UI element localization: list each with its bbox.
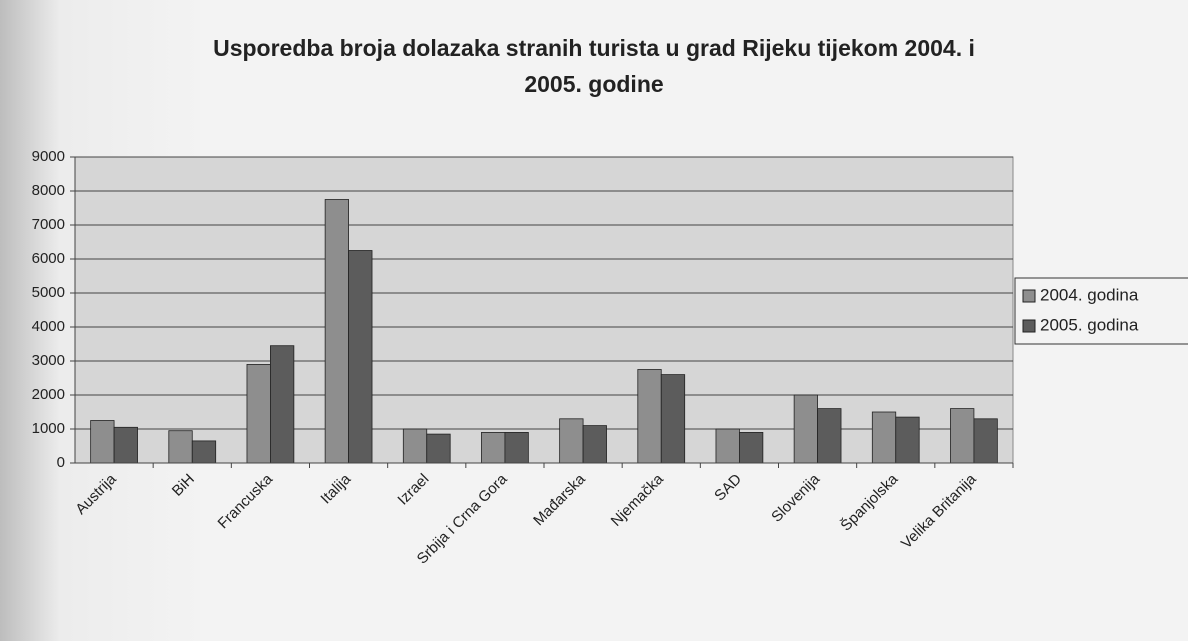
x-tick-label: Njemačka (608, 470, 668, 530)
plot-area (74, 156, 1014, 464)
bar (660, 374, 686, 464)
bar (481, 431, 506, 464)
legend-label: 2004. godina (1040, 285, 1139, 304)
bar (90, 420, 115, 464)
bar (950, 408, 975, 464)
bar (559, 418, 584, 464)
bar (348, 250, 373, 464)
bar (191, 440, 217, 464)
legend-swatch (1022, 319, 1036, 333)
x-tick-label: Austrija (72, 470, 120, 518)
bar (426, 433, 451, 464)
y-tick-label: 7000 (32, 216, 65, 233)
x-tick-label: Slovenija (768, 470, 824, 526)
y-tick-label: 0 (57, 454, 65, 471)
chart-title: Usporedba broja dolazaka stranih turista… (213, 35, 975, 97)
y-tick-label: 8000 (32, 182, 65, 199)
bar (504, 431, 529, 464)
y-tick-label: 4000 (32, 318, 65, 335)
y-tick-label: 9000 (32, 148, 65, 165)
x-tick-label: SAD (711, 470, 745, 504)
bar (793, 394, 818, 464)
legend-label: 2005. godina (1040, 315, 1139, 334)
bar (168, 430, 193, 464)
bar (739, 431, 764, 464)
x-tick-label: Italija (317, 470, 354, 507)
bar (817, 408, 842, 464)
x-tick-label: Mađarska (530, 470, 589, 529)
legend-swatch (1022, 289, 1036, 303)
y-tick-label: 1000 (32, 420, 65, 437)
bar (113, 426, 138, 464)
x-tick-label: Velika Britanija (898, 470, 980, 552)
y-tick-label: 2000 (32, 386, 65, 403)
bar (973, 418, 998, 464)
x-tick-label: BiH (169, 471, 198, 500)
bar (402, 428, 428, 464)
x-tick-label: Francuska (215, 470, 277, 532)
y-tick-label: 3000 (32, 352, 65, 369)
x-tick-label: Španjolska (837, 470, 901, 534)
bar (582, 425, 607, 464)
bar (324, 199, 349, 464)
y-tick-label: 5000 (32, 284, 65, 301)
bar (637, 369, 662, 464)
bar (895, 416, 920, 464)
bar (715, 428, 740, 464)
x-tick-label: Izrael (394, 471, 432, 509)
bar (246, 363, 271, 464)
legend-box (1014, 277, 1188, 345)
y-tick-label: 6000 (32, 250, 65, 267)
bar (270, 345, 295, 464)
bar (871, 411, 897, 464)
